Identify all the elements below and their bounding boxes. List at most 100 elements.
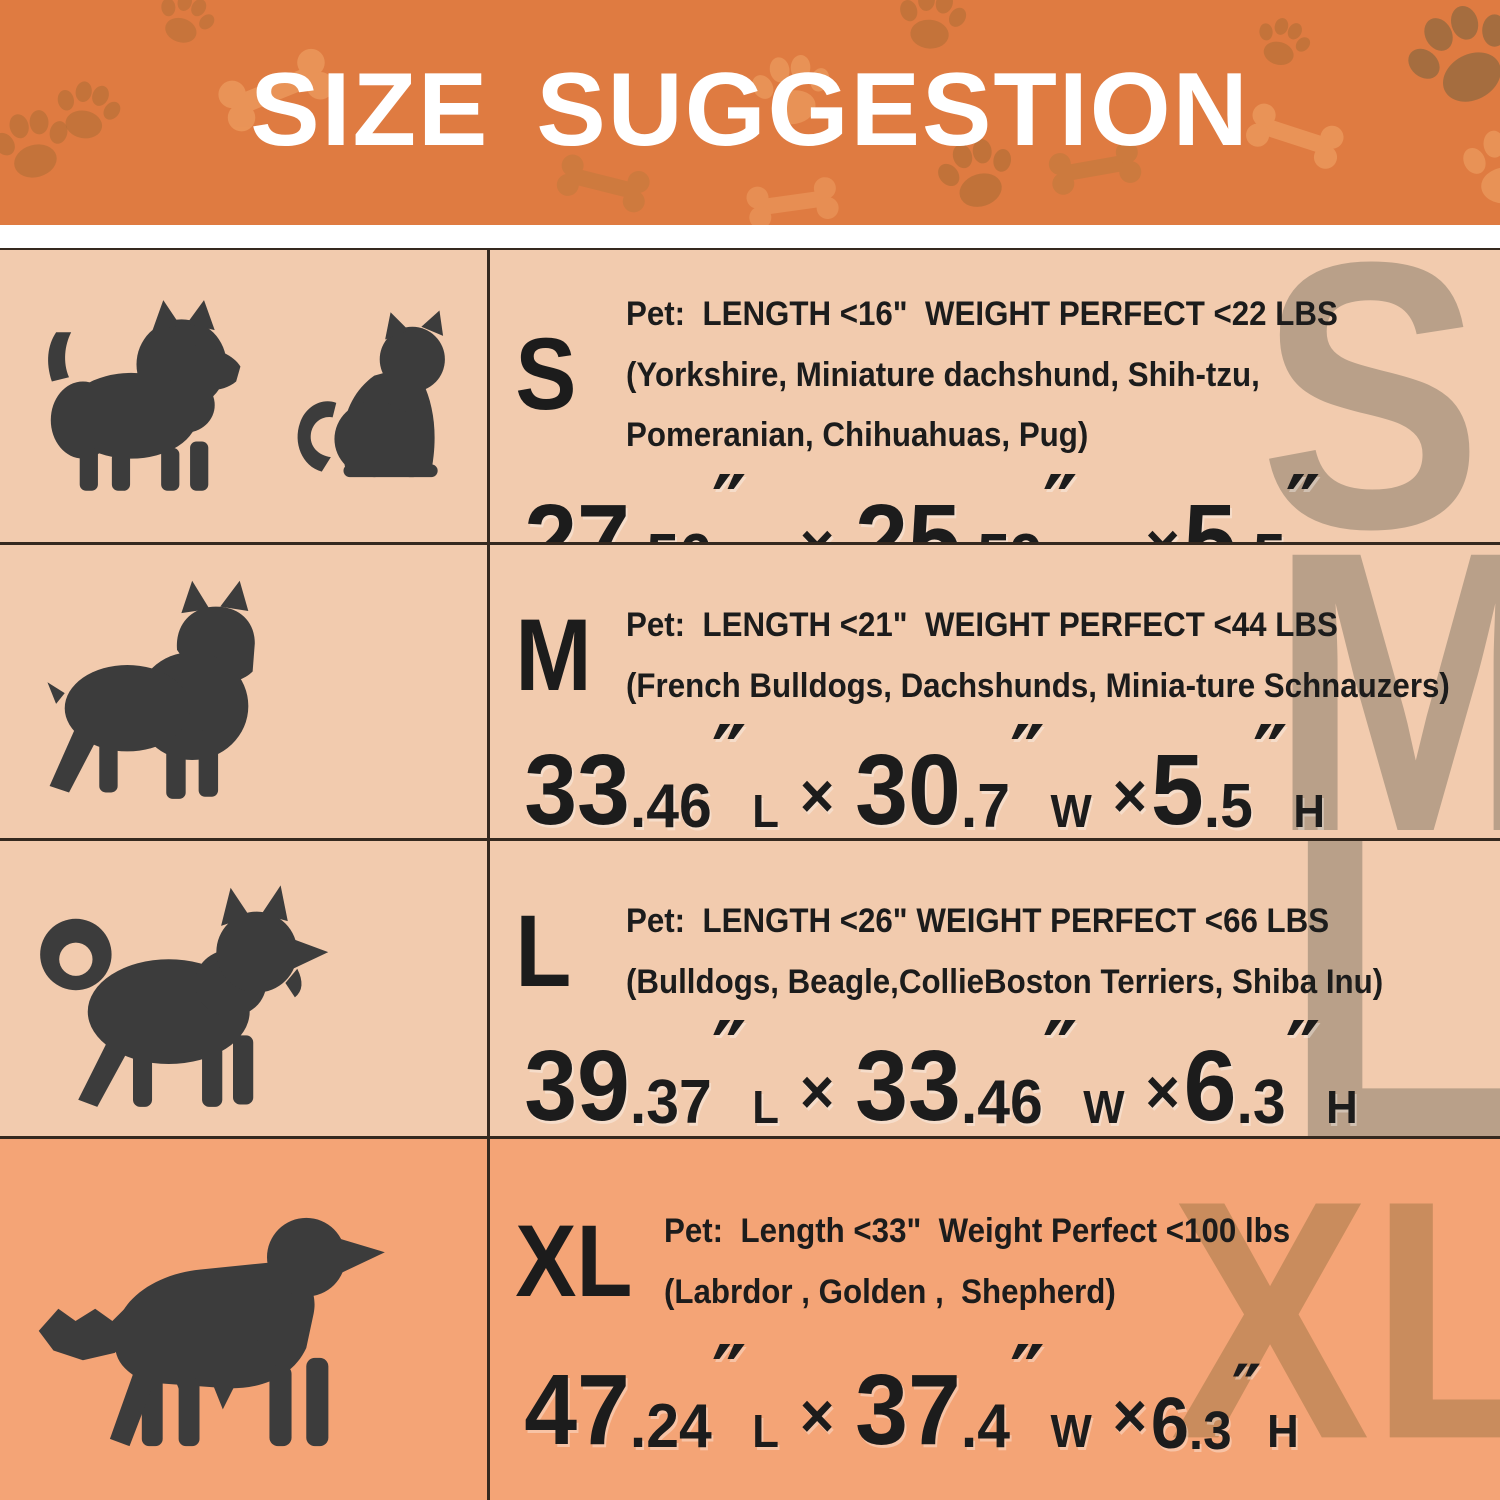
inch-mark: ″	[1009, 1329, 1045, 1424]
info-cell-l: L L Pet: LENGTH <26" WEIGHT PERFECT <66 …	[490, 841, 1500, 1136]
info-cell-s: S S Pet: LENGTH <16" WEIGHT PERFECT <22 …	[490, 250, 1500, 542]
size-letter: XL	[515, 1203, 633, 1318]
multiply-sign: ×	[800, 515, 834, 542]
pet-spec-line: Pet: LENGTH <16" WEIGHT PERFECT <22 LBS	[626, 295, 1338, 333]
inch-mark: ″	[1042, 1005, 1078, 1101]
pet-breeds-line: Pomeranian, Chihuahuas, Pug)	[626, 416, 1089, 455]
pet-breeds-line: (French Bulldogs, Dachshunds, Minia-ture…	[626, 666, 1450, 705]
row-head: M Pet: LENGTH <21" WEIGHT PERFECT <44 LB…	[490, 595, 1500, 716]
size-letter: L	[515, 893, 572, 1008]
multiply-sign: ×	[1145, 1058, 1180, 1128]
size-row-m: M M Pet: LENGTH <21" WEIGHT PERFECT <44 …	[0, 545, 1500, 841]
height-unit: H	[1267, 1405, 1299, 1457]
pet-breeds-line: (Labrdor , Golden , Shepherd)	[664, 1272, 1117, 1311]
length-value: 39	[524, 1030, 630, 1139]
pet-spec-line: Pet: LENGTH <26" WEIGHT PERFECT <66 LBS	[626, 902, 1330, 940]
width-unit: W	[1083, 538, 1124, 542]
inch-mark: ″	[711, 1005, 747, 1101]
multiply-sign: ×	[799, 1382, 835, 1451]
width-value: 30	[855, 734, 961, 841]
height-decimal: .5	[1236, 525, 1285, 542]
inch-mark: ″	[1285, 1005, 1321, 1101]
animal-cell-m	[0, 545, 490, 838]
size-letter: S	[515, 316, 577, 431]
info-cell-xl: XL XL Pet: Length <33" Weight Perfect <1…	[490, 1139, 1500, 1500]
length-decimal: .46	[629, 772, 712, 841]
inch-mark: ″	[1231, 1350, 1262, 1432]
length-unit: L	[752, 1081, 779, 1134]
pet-description: Pet: LENGTH <26" WEIGHT PERFECT <66 LBS …	[626, 891, 1500, 1012]
pet-breeds-line: (Yorkshire, Miniature dachshund, Shih-tz…	[626, 355, 1260, 394]
width-decimal: .46	[960, 1068, 1043, 1138]
width-value: 33	[855, 1030, 961, 1139]
length-decimal: .56	[630, 525, 712, 542]
height-decimal: .5	[1203, 772, 1253, 841]
width-unit: W	[1083, 1081, 1125, 1134]
width-value: 37	[855, 1354, 961, 1466]
french-bulldog-icon	[47, 580, 255, 799]
small-terrier-dog-icon	[48, 299, 241, 491]
width-decimal: .4	[960, 1392, 1010, 1461]
length-decimal: .24	[629, 1392, 712, 1461]
inch-mark: ″	[1252, 709, 1288, 805]
animal-cell-xl	[0, 1139, 490, 1500]
height-value: 5	[1183, 483, 1237, 545]
pet-description: Pet: LENGTH <16" WEIGHT PERFECT <22 LBS …	[626, 284, 1500, 466]
bed-dimensions: 39.37 ″ L × 33.46 ″ W × 6.3 ″ H	[490, 1012, 1450, 1136]
animal-cell-l	[0, 841, 490, 1136]
bed-dimensions: 33.46 ″ L × 30.7 ″ W × 5.5 ″ H	[490, 709, 1450, 841]
golden-retriever-icon	[38, 1217, 385, 1446]
multiply-sign: ×	[1112, 1382, 1148, 1451]
height-decimal: .3	[1188, 1401, 1232, 1461]
bed-dimensions: 27.56″L × 25.59″W × 5.5″H	[490, 458, 1450, 545]
inch-mark: ″	[711, 458, 747, 545]
height-unit: H	[1326, 1081, 1358, 1134]
length-unit: L	[752, 1405, 779, 1457]
size-row-xl: XL XL Pet: Length <33" Weight Perfect <1…	[0, 1139, 1500, 1500]
size-letter: M	[515, 597, 592, 712]
inch-mark: ″	[711, 709, 747, 805]
inch-mark: ″	[711, 1329, 747, 1424]
row-head: L Pet: LENGTH <26" WEIGHT PERFECT <66 LB…	[490, 891, 1500, 1012]
length-value: 33	[524, 734, 630, 841]
width-unit: W	[1050, 1405, 1092, 1457]
multiply-sign: ×	[799, 1058, 835, 1128]
pet-spec-line: Pet: Length <33" Weight Perfect <100 lbs	[664, 1212, 1291, 1250]
info-cell-m: M M Pet: LENGTH <21" WEIGHT PERFECT <44 …	[490, 545, 1500, 838]
height-decimal: .3	[1236, 1068, 1286, 1138]
multiply-sign: ×	[1112, 762, 1148, 832]
size-table: S S Pet: LENGTH <16" WEIGHT PERFECT <22 …	[0, 248, 1500, 1500]
size-row-s: S S Pet: LENGTH <16" WEIGHT PERFECT <22 …	[0, 250, 1500, 545]
pet-description: Pet: Length <33" Weight Perfect <100 lbs…	[664, 1201, 1500, 1322]
row-head: XL Pet: Length <33" Weight Perfect <100 …	[490, 1201, 1500, 1322]
length-unit: L	[752, 785, 779, 838]
width-value: 25	[855, 483, 961, 545]
height-unit: H	[1293, 785, 1325, 838]
length-decimal: .37	[629, 1068, 712, 1138]
width-decimal: .7	[960, 772, 1010, 841]
size-row-l: L L Pet: LENGTH <26" WEIGHT PERFECT <66 …	[0, 841, 1500, 1139]
inch-mark: ″	[1009, 709, 1045, 805]
bed-dimensions: 47.24 ″ L × 37.4 ″ W × 6.3 ″ H	[490, 1329, 1450, 1466]
row-head: S Pet: LENGTH <16" WEIGHT PERFECT <22 LB…	[490, 284, 1500, 466]
page-title: SIZE SUGGESTION	[250, 51, 1250, 168]
inch-mark: ″	[1285, 458, 1321, 545]
pet-breeds-line: (Bulldogs, Beagle,CollieBoston Terriers,…	[626, 962, 1384, 1001]
width-unit: W	[1050, 785, 1092, 838]
animal-cell-s	[0, 250, 490, 542]
height-value: 5	[1150, 734, 1204, 841]
width-decimal: .59	[961, 525, 1043, 542]
length-unit: L	[752, 538, 779, 542]
multiply-sign: ×	[799, 762, 835, 832]
length-value: 27	[524, 483, 630, 545]
sitting-cat-icon	[297, 310, 445, 477]
multiply-sign: ×	[1145, 515, 1179, 542]
header-banner: SIZE SUGGESTION	[0, 0, 1500, 225]
height-value: 6	[1183, 1030, 1237, 1139]
pet-description: Pet: LENGTH <21" WEIGHT PERFECT <44 LBS …	[626, 595, 1500, 716]
inch-mark: ″	[1042, 458, 1078, 545]
pet-spec-line: Pet: LENGTH <21" WEIGHT PERFECT <44 LBS	[626, 606, 1338, 644]
height-value: 6	[1150, 1384, 1189, 1464]
height-unit: H	[1326, 538, 1358, 542]
